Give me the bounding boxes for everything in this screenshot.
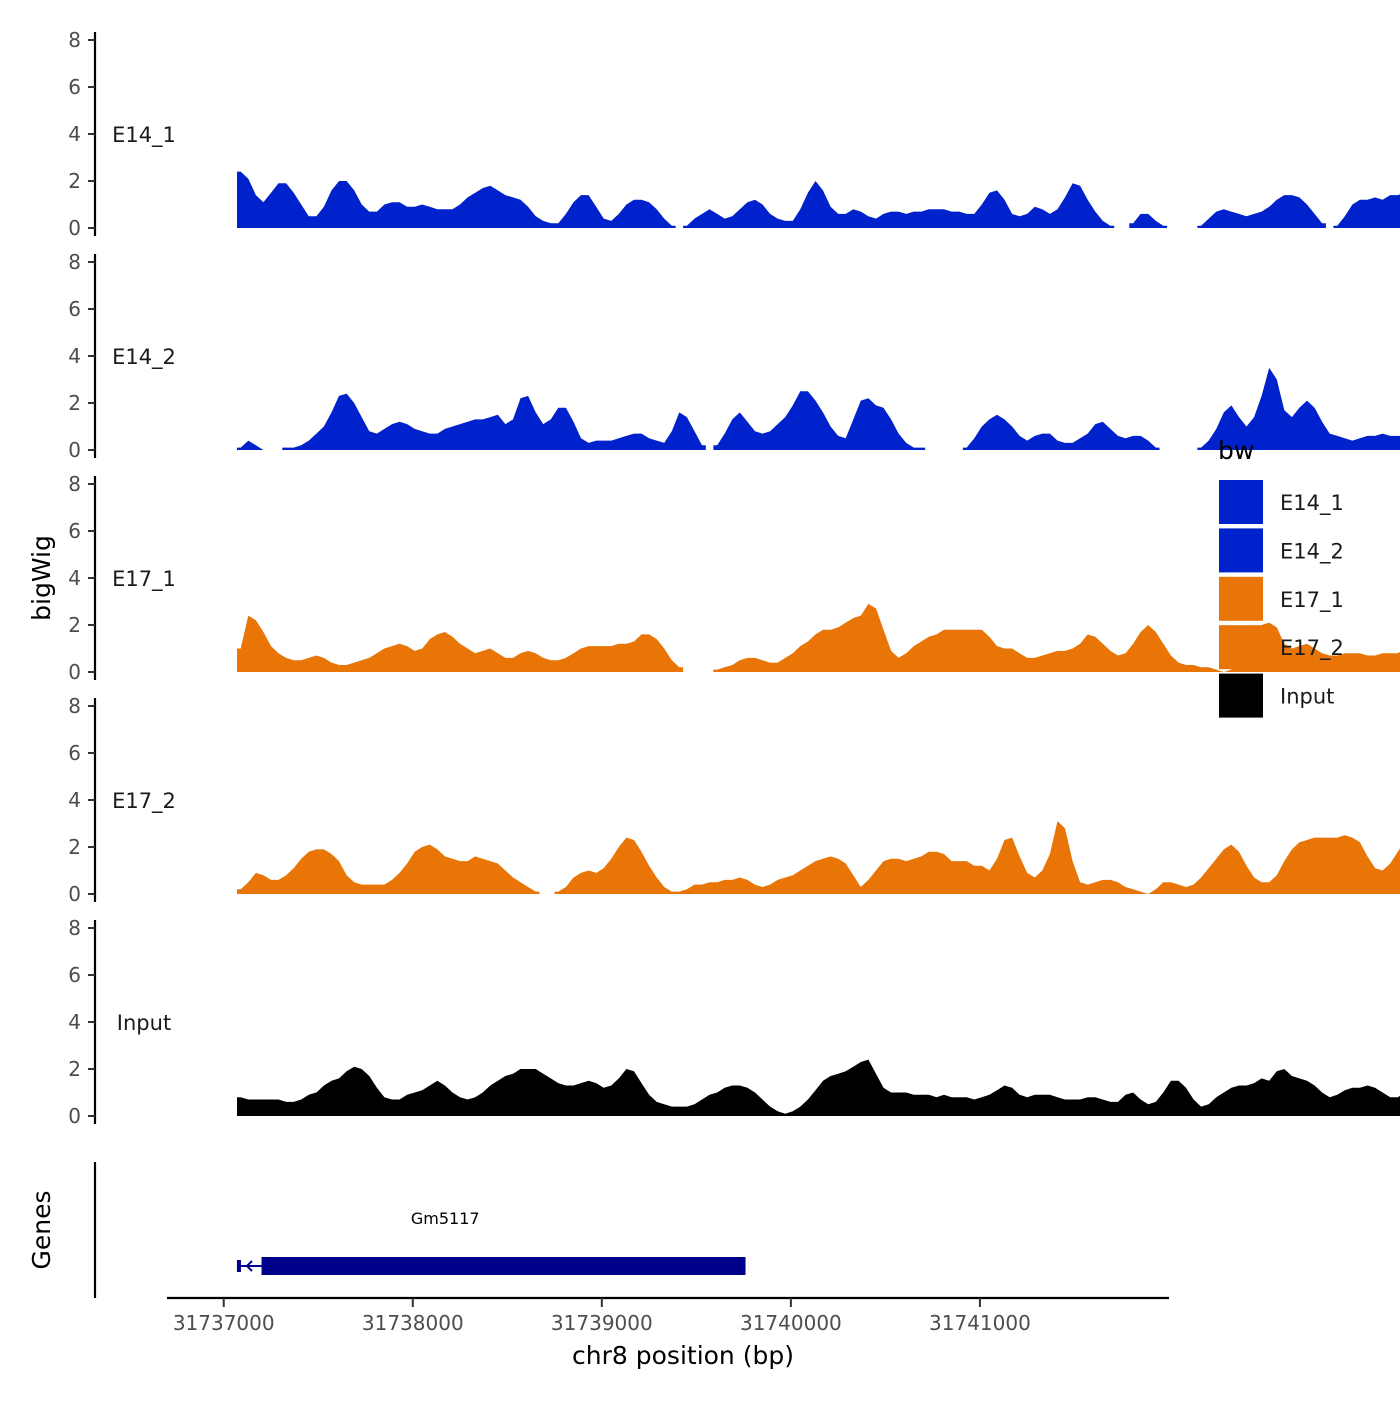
- signal-area-e14_1: [683, 181, 1114, 228]
- y-tick-label: 8: [68, 28, 81, 52]
- y-tick-label: 2: [68, 391, 81, 415]
- legend-entry-input: Input: [1219, 674, 1334, 718]
- y-tick-label: 2: [68, 613, 81, 637]
- signal-area-e17_1: [237, 616, 683, 672]
- y-tick-label: 4: [68, 122, 81, 146]
- legend: bw E14_1 E14_2 E17_1 E17_2 Input: [1218, 436, 1344, 718]
- legend-swatch: [1219, 480, 1263, 524]
- legend-swatch: [1219, 528, 1263, 572]
- gene-exon: [262, 1257, 746, 1275]
- y-tick-label: 0: [68, 882, 81, 906]
- gene-utr: [237, 1260, 241, 1272]
- track-label: E14_2: [112, 345, 176, 370]
- signal-area-e14_1: [237, 172, 676, 228]
- track-e17_1: 0 2 4 6 8 E17_1: [68, 472, 1400, 684]
- track-e17_2: 0 2 4 6 8 E17_2: [68, 694, 1400, 906]
- x-axis-title: chr8 position (bp): [572, 1341, 794, 1370]
- track-e14_2: 0 2 4 6 8 E14_2: [68, 250, 1400, 462]
- y-axis-title: bigWig: [27, 535, 56, 621]
- y-tick-label: 4: [68, 344, 81, 368]
- signal-area-e14_1: [1129, 214, 1167, 228]
- y-tick-label: 2: [68, 1057, 81, 1081]
- legend-entry-e14_2: E14_2: [1219, 528, 1344, 572]
- x-tick-label: 31738000: [362, 1311, 464, 1335]
- y-tick-label: 8: [68, 916, 81, 940]
- legend-swatch: [1219, 674, 1263, 718]
- gene-gm5117: Gm5117: [237, 1209, 746, 1275]
- signal-tracks: 0 2 4 6 8 E14_1 0 2 4 6 8 E14_2 0 2 4 6 8 E17_1 0 2 4 6 8 E17_2…: [68, 28, 1400, 1128]
- track-label: E17_2: [112, 789, 176, 814]
- signal-area-e14_1: [1197, 195, 1326, 228]
- signal-area-e14_2: [713, 391, 925, 450]
- track-label: E17_1: [112, 567, 176, 592]
- y-tick-label: 4: [68, 788, 81, 812]
- y-tick-label: 8: [68, 694, 81, 718]
- legend-swatch: [1219, 577, 1263, 621]
- y-tick-label: 8: [68, 472, 81, 496]
- legend-label: E17_2: [1280, 636, 1344, 661]
- y-tick-label: 6: [68, 963, 81, 987]
- y-tick-label: 8: [68, 250, 81, 274]
- y-tick-label: 2: [68, 835, 81, 859]
- legend-title: bw: [1218, 436, 1254, 465]
- legend-entry-e17_1: E17_1: [1219, 577, 1344, 621]
- signal-area-e14_2: [963, 415, 1160, 450]
- signal-area-e14_2: [282, 394, 706, 450]
- track-e14_1: 0 2 4 6 8 E14_1: [68, 28, 1400, 240]
- legend-label: Input: [1280, 685, 1334, 709]
- legend-label: E14_1: [1280, 491, 1344, 516]
- track-label: E14_1: [112, 123, 176, 148]
- y-tick-label: 6: [68, 741, 81, 765]
- gene-label: Gm5117: [411, 1209, 480, 1228]
- y-tick-label: 4: [68, 566, 81, 590]
- x-tick-label: 31737000: [173, 1311, 275, 1335]
- track-label: Input: [117, 1011, 171, 1035]
- x-tick-label: 31741000: [929, 1311, 1031, 1335]
- legend-label: E14_2: [1280, 539, 1344, 564]
- y-tick-label: 0: [68, 1104, 81, 1128]
- signal-area-e17_2: [237, 845, 539, 894]
- signal-area-e14_1: [1334, 153, 1400, 228]
- y-tick-label: 6: [68, 75, 81, 99]
- y-tick-label: 2: [68, 169, 81, 193]
- signal-area-e17_2: [555, 711, 1400, 894]
- legend-swatch: [1219, 625, 1263, 669]
- y-tick-label: 0: [68, 660, 81, 684]
- y-tick-label: 6: [68, 519, 81, 543]
- signal-area-input: [237, 940, 1400, 1116]
- x-axis: 31737000 31738000 31739000 31740000 31741000: [167, 1298, 1169, 1335]
- genes-track: Gm5117: [95, 1162, 746, 1298]
- y-tick-label: 0: [68, 216, 81, 240]
- y-tick-label: 0: [68, 438, 81, 462]
- track-input: 0 2 4 6 8 Input: [68, 916, 1400, 1128]
- genes-track-title: Genes: [27, 1190, 56, 1269]
- y-tick-label: 6: [68, 297, 81, 321]
- x-tick-label: 31739000: [551, 1311, 653, 1335]
- y-tick-label: 4: [68, 1010, 81, 1034]
- x-tick-label: 31740000: [740, 1311, 842, 1335]
- legend-label: E17_1: [1280, 588, 1344, 613]
- legend-entry-e14_1: E14_1: [1219, 480, 1344, 524]
- signal-area-e14_2: [237, 441, 267, 450]
